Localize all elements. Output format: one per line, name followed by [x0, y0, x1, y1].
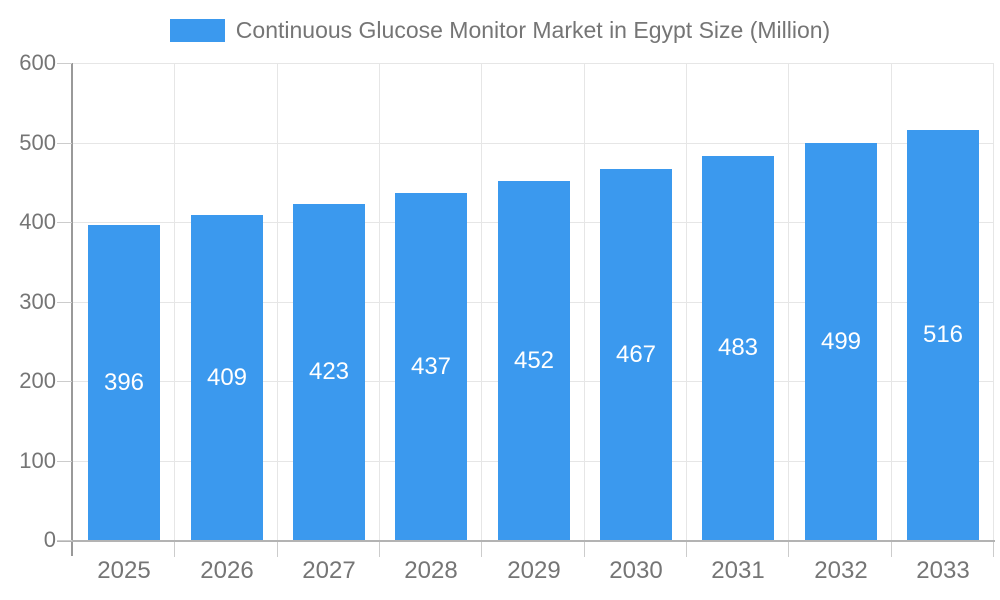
bar-value-label: 516	[922, 321, 964, 348]
bar-value-label: 423	[308, 358, 350, 385]
chart-title: Continuous Glucose Monitor Market in Egy…	[235, 17, 831, 43]
v-gridline	[174, 63, 175, 540]
bar-value-label: 409	[206, 363, 248, 391]
y-axis-tick-label: 600	[19, 50, 56, 75]
v-gridline	[584, 63, 585, 540]
x-axis-tick-label: 2029	[507, 557, 561, 584]
bar-2026[interactable]: 409	[191, 215, 263, 540]
y-axis-tick	[57, 143, 72, 144]
x-axis-tick	[277, 542, 278, 557]
y-axis-tick-label: 500	[19, 130, 56, 155]
v-gridline	[788, 63, 789, 540]
bar-value-label: 499	[820, 327, 862, 355]
x-axis-tick	[788, 542, 789, 557]
x-axis-tick	[891, 542, 892, 557]
bar-value-label: 467	[615, 340, 657, 368]
y-axis-tick	[57, 302, 72, 303]
v-gridline	[686, 63, 687, 540]
y-axis-tick-label: 200	[19, 368, 56, 393]
bar-2033[interactable]: 516	[907, 130, 979, 540]
y-axis-tick	[57, 461, 72, 462]
x-axis-tick	[379, 542, 380, 557]
y-axis-tick	[57, 540, 72, 541]
chart-legend[interactable]: Continuous Glucose Monitor Market in Egy…	[0, 17, 1000, 44]
y-axis-tick-label: 400	[19, 209, 56, 234]
x-axis-tick-label: 2026	[200, 557, 254, 584]
plot-area: 396 409 423 437 452 467 483 499 516	[73, 63, 994, 540]
bar-2025[interactable]: 396	[88, 225, 160, 540]
x-axis-tick-label: 2031	[711, 557, 765, 584]
y-axis-tick	[57, 222, 72, 223]
y-axis-tick	[57, 63, 72, 64]
bar-value-label: 452	[513, 346, 555, 374]
x-axis-tick-label: 2030	[609, 557, 663, 584]
y-axis-tick-label: 0	[43, 527, 56, 552]
v-gridline	[481, 63, 482, 540]
v-gridline	[277, 63, 278, 540]
v-gridline	[993, 63, 994, 540]
h-gridline	[73, 143, 994, 144]
y-axis-tick-label: 100	[19, 448, 56, 473]
y-axis-tick	[57, 381, 72, 382]
bar-2031[interactable]: 483	[702, 156, 774, 540]
x-axis-tick	[686, 542, 687, 557]
bar-value-label: 437	[410, 352, 452, 380]
x-axis-tick	[174, 542, 175, 557]
bar-2027[interactable]: 423	[293, 204, 365, 540]
x-axis-line	[57, 540, 995, 542]
x-axis-tick	[584, 542, 585, 557]
bar-2030[interactable]: 467	[600, 169, 672, 540]
v-gridline	[891, 63, 892, 540]
h-gridline	[73, 63, 994, 64]
y-axis-tick-label: 300	[19, 289, 56, 314]
x-axis-tick	[481, 542, 482, 557]
bar-value-label: 396	[103, 368, 145, 396]
x-axis-tick	[993, 542, 994, 557]
x-axis-tick-label: 2032	[814, 557, 868, 584]
x-axis-tick-label: 2025	[97, 557, 151, 584]
x-axis-tick-label: 2027	[302, 557, 356, 584]
bar-2032[interactable]: 499	[805, 143, 877, 540]
legend-swatch[interactable]	[169, 19, 225, 42]
v-gridline	[379, 63, 380, 540]
y-axis-line	[71, 63, 73, 556]
bar-2029[interactable]: 452	[498, 181, 570, 540]
x-axis-tick-label: 2028	[404, 557, 458, 584]
x-axis-tick-label: 2033	[916, 557, 970, 584]
bar-2028[interactable]: 437	[395, 193, 467, 540]
bar-value-label: 483	[717, 334, 759, 361]
